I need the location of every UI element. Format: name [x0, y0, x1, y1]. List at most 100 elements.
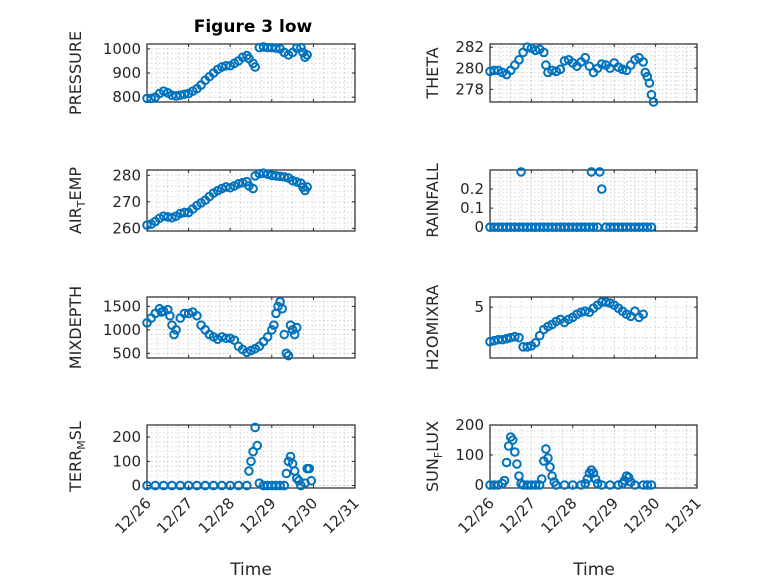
y-tick-label: 900 [112, 64, 141, 82]
data-point [510, 331, 520, 342]
data-point [169, 329, 179, 340]
data-point [499, 475, 510, 486]
data-point [590, 474, 601, 484]
data-point [271, 43, 281, 53]
axes-frame [489, 296, 698, 359]
data-point [617, 64, 628, 75]
data-point [638, 309, 648, 320]
y-tick-label: 200 [455, 416, 484, 434]
y-axis-label: TERRMSL [66, 421, 88, 493]
data-point [283, 350, 294, 361]
data-point [252, 440, 263, 451]
data-point [514, 55, 524, 65]
data-point [250, 422, 260, 433]
data-point [555, 64, 566, 75]
y-tick-label: 0 [131, 477, 141, 495]
data-point [221, 60, 231, 71]
data-point [269, 320, 279, 330]
x-tick-label: 12/30 [278, 494, 321, 537]
data-point [501, 333, 512, 344]
data-point [179, 207, 190, 218]
y-tick-label: 1000 [103, 321, 141, 339]
data-point [580, 478, 591, 489]
x-axis-label-left: Time [229, 560, 272, 580]
data-point [522, 42, 533, 52]
x-tick-label: 12/28 [195, 494, 238, 537]
y-tick-label: 270 [112, 193, 141, 211]
data-point [291, 322, 302, 333]
y-tick-label: 100 [112, 452, 141, 470]
data-point [306, 475, 317, 486]
panel-pressure: 800 900 1000 PRESSURE [66, 31, 356, 115]
data-point [258, 168, 269, 178]
data-point [250, 62, 260, 72]
data-point [541, 444, 551, 454]
data-point [516, 167, 526, 177]
data-point [304, 463, 315, 474]
data-point [588, 222, 599, 232]
plot-area [490, 44, 697, 102]
y-tick-label: 282 [455, 38, 484, 56]
panel-h2omixra: 5 H2OMIXRA [423, 285, 698, 370]
data-point [522, 342, 533, 352]
data-point [530, 480, 541, 490]
x-axis-label-right: Time [572, 560, 615, 580]
data-point [175, 90, 186, 101]
y-tick-label: 1500 [103, 297, 141, 315]
y-tick-label: 0.1 [460, 199, 484, 217]
axes-frame [489, 43, 698, 103]
data-point [580, 306, 591, 317]
plot-area [490, 170, 697, 231]
data-point [142, 220, 152, 230]
data-point [233, 178, 244, 189]
data-point [530, 45, 541, 56]
data-point [279, 329, 290, 340]
data-point [242, 480, 252, 491]
y-tick-label: 280 [455, 59, 484, 77]
x-tick-label: 12/29 [579, 494, 622, 537]
data-point [192, 310, 202, 321]
panel-air-temp: 260 270 280 AIRTEMP [66, 166, 356, 237]
y-tick-label: 280 [112, 166, 141, 184]
data-point [296, 42, 306, 53]
data-point [596, 59, 607, 69]
y-axis-label: RAINFALL [423, 163, 442, 238]
data-point [281, 348, 292, 359]
axes-frame [146, 169, 356, 232]
y-tick-label: 260 [112, 219, 141, 237]
data-point [638, 57, 648, 67]
data-point [281, 468, 292, 479]
data-point [536, 474, 547, 484]
data-point [146, 93, 156, 104]
data-point [539, 47, 549, 58]
y-tick-label: 278 [455, 80, 484, 98]
x-tick-label: 12/31 [662, 494, 705, 537]
data-point [171, 91, 181, 101]
data-point [302, 182, 312, 192]
data-point [171, 325, 181, 335]
y-axis-label: MIXDEPTH [66, 286, 85, 369]
panel-mixdepth: 500 1000 1500 MIXDEPTH [66, 286, 356, 369]
x-tick-label: 12/27 [153, 494, 196, 537]
data-point [267, 325, 277, 335]
data-point [489, 65, 499, 76]
data-point [221, 333, 231, 344]
data-point [291, 43, 302, 53]
y-tick-label: 0.2 [460, 180, 484, 198]
data-point [646, 222, 657, 232]
data-point [642, 480, 653, 490]
data-point [644, 78, 655, 88]
data-point [507, 435, 518, 445]
data-point [512, 459, 522, 469]
data-point [248, 183, 258, 194]
panel-theta: 278 280 282 THETA [423, 38, 698, 107]
y-tick-label: 100 [455, 446, 484, 464]
x-tick-label: 12/26 [455, 494, 498, 537]
data-point [559, 56, 570, 66]
data-point [623, 472, 634, 483]
data-point [584, 61, 595, 71]
y-tick-label: 500 [112, 344, 141, 362]
